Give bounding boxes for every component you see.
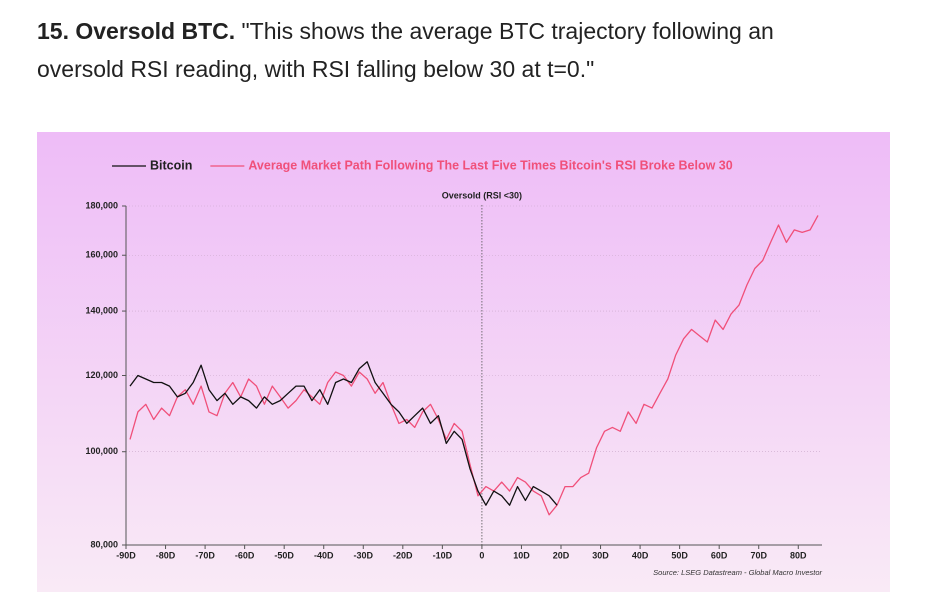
x-tick-label: -70D [195,550,215,560]
y-tick-label: 180,000 [85,200,118,210]
x-tick-label: -80D [156,550,176,560]
series-line [129,361,558,506]
x-tick-label: 20D [553,550,570,560]
heading-title: 15. Oversold BTC. [37,18,236,44]
x-tick-label: -30D [354,550,374,560]
y-tick-label: 80,000 [90,539,118,549]
annotation-label: Oversold (RSI <30) [442,190,522,200]
x-tick-label: -40D [314,550,334,560]
chart-background [37,132,890,592]
x-tick-label: 50D [671,550,688,560]
y-tick-label: 120,000 [85,370,118,380]
heading-quote: "This shows the average BTC trajectory f… [37,18,774,82]
x-tick-label: 10D [513,550,530,560]
x-tick-label: 40D [632,550,649,560]
x-tick-label: -50D [274,550,294,560]
x-tick-label: 80D [790,550,807,560]
x-tick-label: 60D [711,550,728,560]
y-tick-label: 140,000 [85,305,118,315]
y-tick-label: 160,000 [85,250,118,260]
x-tick-label: -20D [393,550,413,560]
y-tick-label: 100,000 [85,446,118,456]
legend-label: Bitcoin [150,158,192,172]
x-tick-label: -60D [235,550,255,560]
x-tick-label: -10D [433,550,453,560]
legend-label: Average Market Path Following The Last F… [248,158,732,172]
x-tick-label: 70D [750,550,767,560]
source: Source: LSEG Datastream - Global Macro I… [653,568,822,577]
x-tick-label: -90D [116,550,136,560]
x-tick-label: 0 [479,550,484,560]
heading: 15. Oversold BTC. "This shows the averag… [37,12,837,88]
x-tick-label: 30D [592,550,609,560]
